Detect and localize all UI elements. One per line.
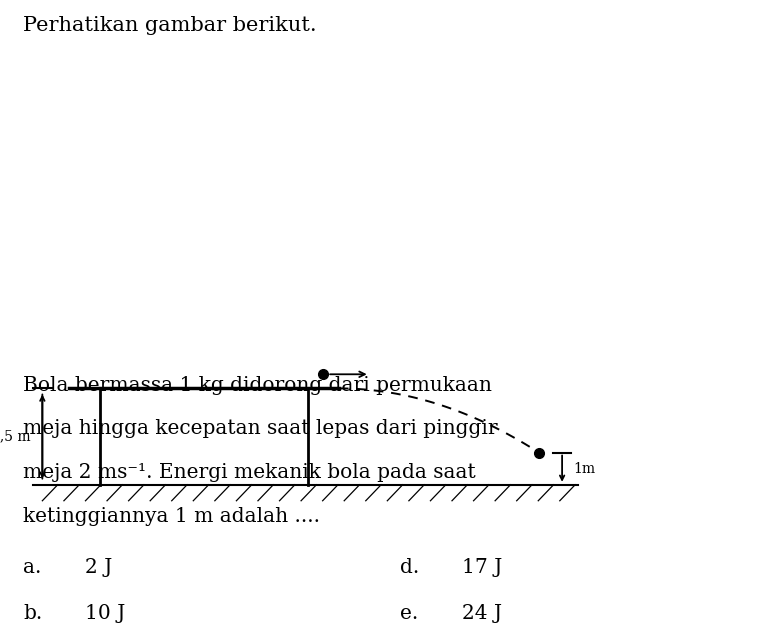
Text: Perhatikan gambar berikut.: Perhatikan gambar berikut. <box>23 16 316 35</box>
Text: 1m: 1m <box>574 462 596 476</box>
Text: ketinggiannya 1 m adalah ....: ketinggiannya 1 m adalah .... <box>23 507 320 526</box>
Text: 10 J: 10 J <box>85 604 125 623</box>
Text: Bola bermassa 1 kg didorong dari permukaan: Bola bermassa 1 kg didorong dari permuka… <box>23 376 492 395</box>
Text: 1,5 m: 1,5 m <box>0 429 31 444</box>
Text: meja 2 ms⁻¹. Energi mekanik bola pada saat: meja 2 ms⁻¹. Energi mekanik bola pada sa… <box>23 463 476 482</box>
Text: 17 J: 17 J <box>462 558 502 577</box>
Text: d.: d. <box>400 558 420 577</box>
Text: e.: e. <box>400 604 419 623</box>
Text: meja hingga kecepatan saat lepas dari pinggir: meja hingga kecepatan saat lepas dari pi… <box>23 419 497 438</box>
Text: 24 J: 24 J <box>462 604 502 623</box>
Text: a.: a. <box>23 558 42 577</box>
Text: b.: b. <box>23 604 42 623</box>
Text: 2 J: 2 J <box>85 558 112 577</box>
